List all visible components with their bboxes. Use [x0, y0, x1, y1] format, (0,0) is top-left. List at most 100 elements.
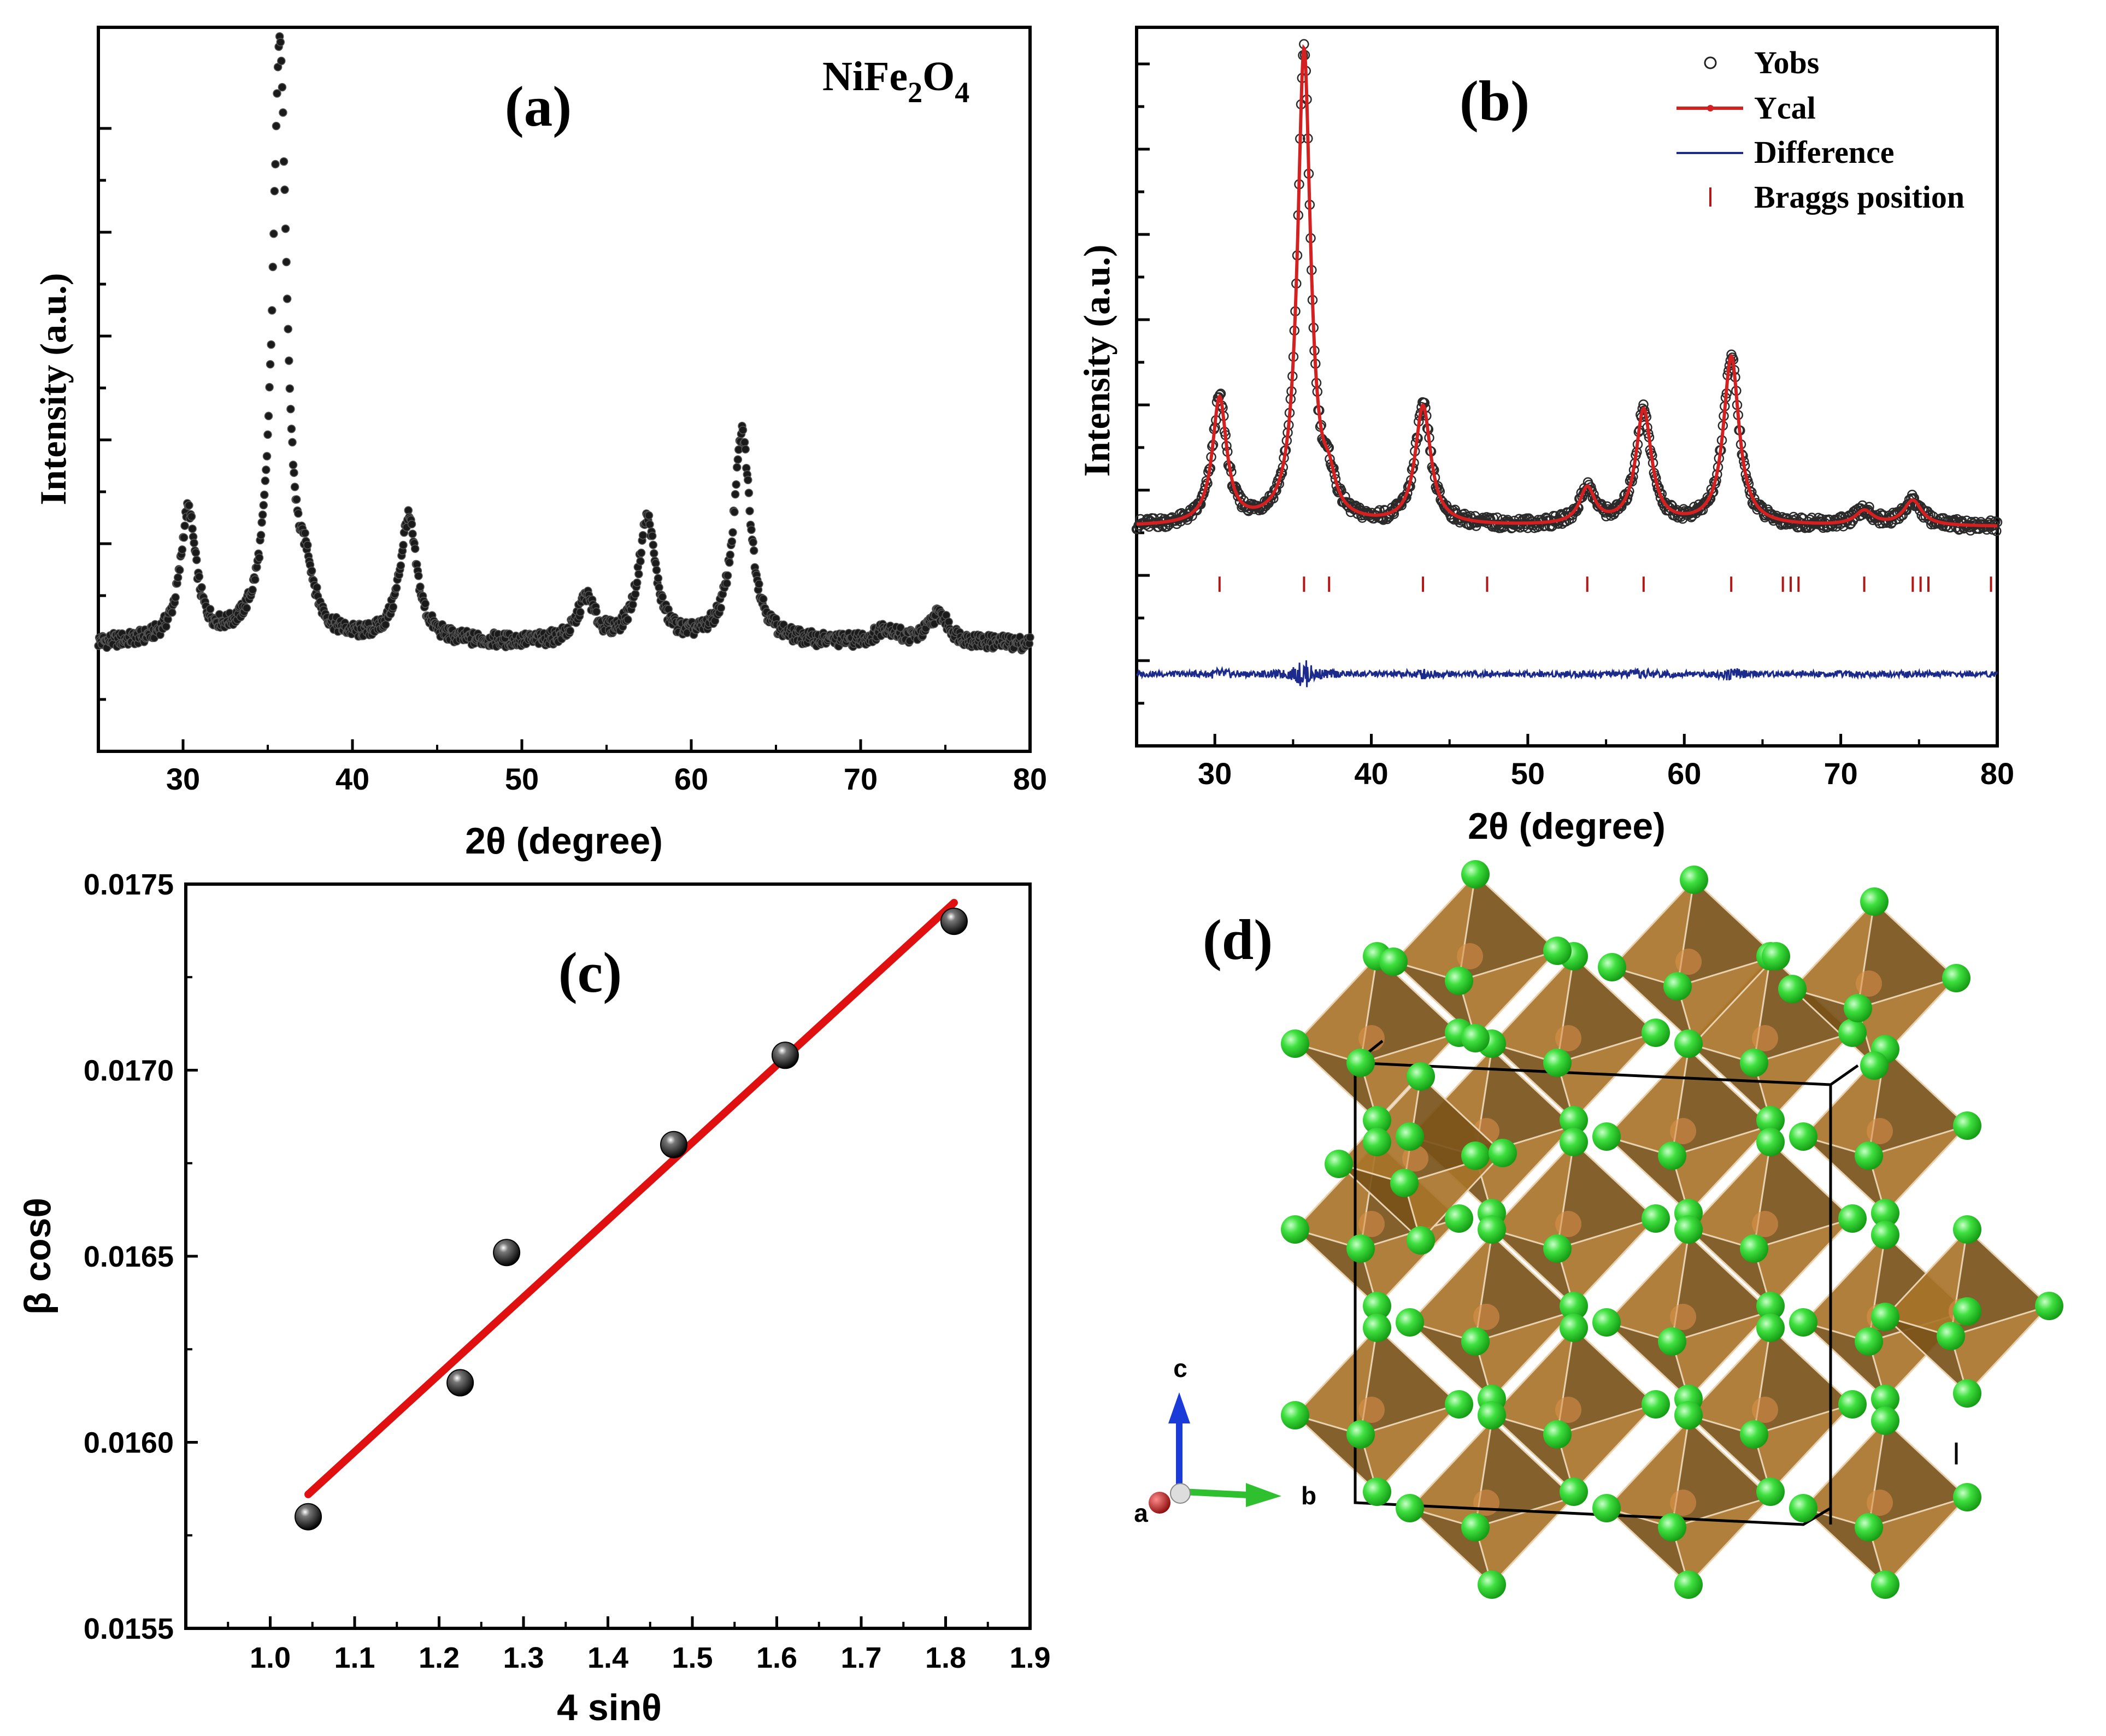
observed-point: [277, 56, 286, 66]
oxygen-atom: [1363, 1292, 1391, 1320]
oxygen-atom: [1461, 1513, 1490, 1541]
oxygen-atom: [1871, 1385, 1899, 1413]
octahedron-face: [1753, 1031, 1855, 1122]
y-tick-label: 0.0170: [84, 1055, 174, 1087]
observed-point: [272, 121, 281, 131]
observed-point: [178, 545, 187, 554]
observed-point: [284, 325, 292, 333]
oxygen-atom: [1642, 1390, 1670, 1419]
observed-point: [175, 566, 184, 574]
octahedron-face: [1868, 1123, 1970, 1215]
x-tick-label: 40: [1354, 756, 1388, 791]
legend-ycal-marker: [1707, 105, 1714, 111]
observed-point: [280, 185, 289, 195]
observed-point: [179, 533, 189, 542]
observed-point: [268, 262, 278, 272]
observed-point: [190, 538, 198, 548]
observed-point: [733, 455, 743, 464]
observed-point: [755, 580, 763, 589]
observed-point: [162, 622, 170, 631]
x-tick-label: 1.6: [756, 1641, 797, 1674]
octahedron-face: [1676, 954, 1779, 1045]
observed-point: [652, 566, 661, 575]
data-point: [940, 908, 968, 935]
panel-b-plot-frame: [1135, 26, 1999, 748]
oxygen-atom: [1789, 1494, 1817, 1522]
legend-yobs-marker: [1704, 56, 1717, 69]
panel-b-yobs-points: [1131, 39, 2003, 537]
oxygen-atom: [1489, 1139, 1517, 1167]
iron-atom: [1555, 1211, 1581, 1237]
observed-point: [279, 108, 287, 117]
oxygen-atom: [1756, 1478, 1785, 1506]
observed-point: [265, 382, 274, 392]
yobs-point: [1662, 500, 1673, 511]
panel-b-ycal-curve: [1136, 44, 1997, 528]
data-point: [660, 1131, 688, 1158]
observed-point: [197, 583, 206, 592]
observed-point: [723, 571, 732, 580]
oxygen-atom: [1407, 1062, 1435, 1091]
oxygen-atom: [1560, 1314, 1588, 1342]
oxygen-atom: [1756, 1106, 1785, 1134]
panel-b-legend: Yobs Ycal Difference Braggs position: [1676, 45, 1964, 215]
observed-point: [896, 623, 905, 632]
x-tick-label: 70: [1823, 756, 1857, 791]
oxygen-atom: [1658, 1327, 1686, 1356]
oxygen-atom: [1346, 1234, 1375, 1263]
panel-c-y-ticks: 0.0155 0.0160 0.0165 0.0170 0.0175: [84, 868, 198, 1645]
octahedron-face: [1556, 1216, 1658, 1308]
x-tick-label: 1.1: [334, 1641, 375, 1674]
oxygen-atom: [1844, 994, 1872, 1022]
data-point: [493, 1239, 521, 1267]
oxygen-atom: [1953, 1111, 1981, 1140]
x-tick-label: 60: [674, 762, 708, 796]
observed-point: [205, 604, 215, 614]
axis-b-arrow-shaft: [1183, 1488, 1249, 1498]
observed-point: [281, 224, 290, 233]
yobs-point: [1570, 505, 1581, 515]
oxygen-atom: [1658, 1513, 1686, 1541]
observed-point: [301, 528, 309, 538]
panel-d-label: (d): [1203, 908, 1273, 972]
legend-yobs-label: Yobs: [1754, 45, 1819, 80]
observed-point: [279, 157, 289, 166]
y-tick-label: 0.0155: [84, 1613, 174, 1645]
y-tick-label: 0.0165: [84, 1240, 174, 1273]
observed-point: [263, 430, 272, 439]
observed-point: [168, 608, 177, 617]
oxygen-atom: [1445, 1390, 1473, 1419]
panel-b-x-axis-label: 2θ (degree): [1468, 805, 1666, 847]
oxygen-atom: [1281, 1401, 1309, 1429]
observed-point: [251, 575, 260, 584]
oxygen-atom: [1592, 1308, 1621, 1337]
observed-point: [266, 360, 275, 369]
observed-point: [392, 584, 401, 592]
panel-d-oxygen-atoms: [1281, 860, 2063, 1599]
panel-a-y-axis-label: Intensity (a.u.): [32, 273, 74, 505]
panel-a-y-ticks: [98, 127, 111, 701]
observed-point: [650, 549, 658, 558]
panel-c-data-points: [295, 908, 968, 1531]
x-tick-label: 30: [166, 762, 200, 796]
oxygen-atom: [1789, 1308, 1817, 1337]
observed-point: [638, 531, 648, 540]
observed-point: [285, 356, 293, 365]
axis-b-arrowhead: [1246, 1483, 1281, 1507]
x-tick-label: 1.3: [503, 1641, 544, 1674]
oxygen-atom: [1756, 1314, 1785, 1342]
octahedron-face: [1556, 1402, 1658, 1493]
x-tick-label: 40: [336, 762, 369, 796]
iron-atom: [1670, 1304, 1696, 1330]
observed-point: [285, 384, 295, 393]
x-tick-label: 1.8: [925, 1641, 966, 1674]
x-tick-label: 50: [1511, 756, 1545, 791]
iron-atom: [1752, 1397, 1778, 1423]
observed-point: [944, 617, 953, 626]
observed-point: [267, 340, 275, 349]
panel-d-axis-triad: c b a: [1134, 1354, 1316, 1527]
x-tick-label: 1.4: [587, 1641, 628, 1674]
oxygen-atom: [1560, 1292, 1588, 1320]
oxygen-atom: [1860, 1051, 1889, 1080]
iron-atom: [1752, 1211, 1778, 1237]
